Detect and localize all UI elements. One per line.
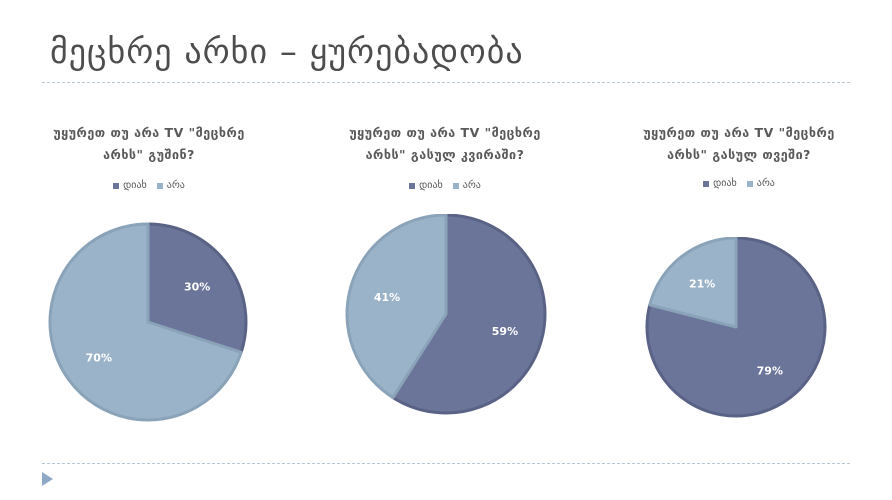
pie-chart: 30% 70% (48, 222, 248, 422)
chart-title: უყურეთ თუ არა TV "მეცხრე არხს" გასულ თვე… (643, 125, 835, 162)
legend-label-no: არა (166, 180, 185, 191)
chart-legend: დიახ არა (614, 178, 864, 189)
pie-slice-no (648, 237, 738, 329)
chart-legend: დიახ არა (320, 180, 570, 191)
pie-chart: 79% 21% (645, 237, 827, 418)
data-label-yes: 79% (757, 365, 783, 378)
legend-item-yes: დიახ (113, 180, 147, 191)
legend-swatch-yes (409, 182, 416, 189)
legend-label-yes: დიახ (713, 178, 737, 189)
pie-chart: 59% 41% (345, 214, 547, 415)
chart-title: უყურეთ თუ არა TV "მეცხრე არხს" გასულ კვი… (349, 125, 541, 162)
legend-item-yes: დიახ (409, 180, 443, 191)
top-divider (42, 82, 850, 83)
pie-slice-no (345, 214, 448, 400)
legend-swatch-yes (113, 182, 120, 189)
legend-item-no: არა (156, 180, 185, 191)
bottom-divider (42, 463, 850, 464)
chart-yesterday: უყურეთ თუ არა TV "მეცხრე არხს" გუშინ? დი… (24, 122, 274, 442)
pie-slice-yes (391, 214, 547, 415)
chart-title: უყურეთ თუ არა TV "მეცხრე არხს" გუშინ? (53, 125, 245, 162)
pie-slice-no (48, 222, 243, 422)
legend-swatch-no (156, 182, 163, 189)
data-label-no: 41% (374, 291, 400, 304)
data-label-no: 21% (689, 277, 715, 290)
legend-label-yes: დიახ (123, 180, 147, 191)
chart-last-week: უყურეთ თუ არა TV "მეცხრე არხს" გასულ კვი… (320, 122, 570, 442)
pie-slice-yes (146, 222, 248, 354)
legend-label-yes: დიახ (419, 180, 443, 191)
chart-last-month: უყურეთ თუ არა TV "მეცხრე არხს" გასულ თვე… (614, 122, 864, 442)
legend-label-no: არა (462, 180, 481, 191)
slide-arrow-icon (42, 472, 53, 486)
legend-swatch-no (746, 180, 753, 187)
legend-swatch-yes (703, 180, 710, 187)
legend-item-no: არა (746, 178, 775, 189)
legend-item-no: არა (452, 180, 481, 191)
slide-title: მეცხრე არხი – ყურებადობა (50, 32, 524, 72)
legend-item-yes: დიახ (703, 178, 737, 189)
legend-swatch-no (452, 182, 459, 189)
data-label-no: 70% (86, 352, 112, 365)
chart-legend: დიახ არა (24, 180, 274, 191)
legend-label-no: არა (756, 178, 775, 189)
data-label-yes: 30% (184, 280, 210, 293)
data-label-yes: 59% (492, 325, 518, 338)
